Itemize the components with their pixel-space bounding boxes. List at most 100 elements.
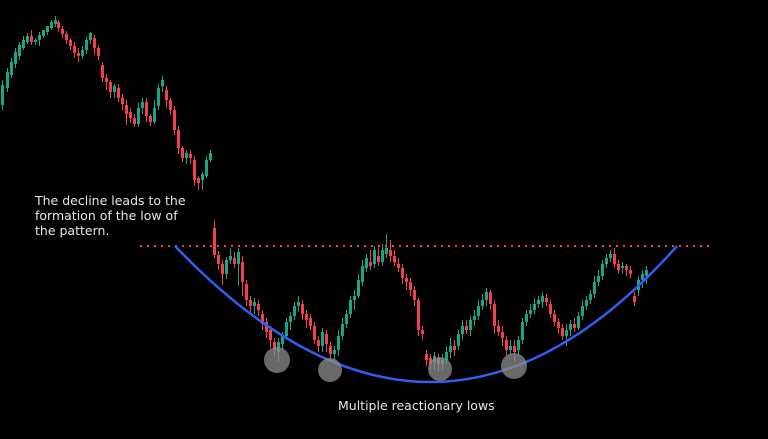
bullish-candle (449, 346, 452, 352)
bearish-candle (301, 304, 304, 314)
bearish-candle (117, 88, 120, 98)
bullish-candle (609, 254, 612, 258)
bearish-candle (125, 105, 128, 114)
candles-layer (1, 16, 648, 372)
bullish-candle (209, 153, 212, 160)
reactionary-low-markers (264, 347, 527, 382)
bullish-candle (26, 36, 29, 42)
bearish-candle (329, 346, 332, 354)
bullish-candle (201, 174, 204, 180)
bearish-candle (97, 48, 100, 56)
bearish-candle (317, 340, 320, 346)
bullish-candle (353, 296, 356, 300)
bullish-candle (517, 340, 520, 350)
bearish-candle (421, 330, 424, 334)
bullish-candle (46, 26, 49, 32)
bearish-candle (549, 304, 552, 314)
bearish-candle (169, 100, 172, 110)
bullish-candle (253, 302, 256, 306)
bullish-candle (569, 324, 572, 330)
bearish-candle (165, 90, 168, 100)
bullish-candle (237, 252, 240, 264)
bullish-candle (537, 300, 540, 304)
bearish-candle (489, 292, 492, 304)
bullish-candle (385, 248, 388, 254)
bullish-candle (225, 260, 228, 274)
bullish-candle (477, 306, 480, 316)
bearish-candle (129, 112, 132, 118)
bearish-candle (405, 278, 408, 282)
bearish-candle (313, 326, 316, 340)
bearish-candle (377, 256, 380, 262)
bullish-candle (541, 296, 544, 302)
bullish-candle (34, 40, 37, 42)
bearish-candle (193, 160, 196, 180)
bearish-candle (425, 354, 428, 360)
bullish-candle (10, 62, 13, 75)
bearish-candle (573, 324, 576, 328)
bearish-candle (369, 262, 372, 266)
bullish-candle (18, 45, 21, 56)
bullish-candle (337, 336, 340, 350)
bearish-candle (273, 342, 276, 350)
bearish-candle (65, 34, 68, 40)
bearish-candle (197, 178, 200, 183)
bearish-candle (257, 304, 260, 310)
bearish-candle (101, 65, 104, 78)
bearish-candle (629, 270, 632, 274)
bearish-candle (93, 38, 96, 48)
bearish-candle (57, 22, 60, 28)
bearish-candle (145, 102, 148, 116)
bearish-candle (413, 290, 416, 300)
bullish-candle (157, 88, 160, 106)
bearish-candle (73, 46, 76, 53)
bearish-candle (181, 148, 184, 158)
bullish-candle (533, 304, 536, 310)
bearish-candle (105, 78, 108, 82)
bearish-candle (221, 264, 224, 274)
bearish-candle (61, 29, 64, 34)
bearish-candle (393, 256, 396, 262)
bearish-candle (149, 116, 152, 122)
bearish-candle (269, 330, 272, 340)
bullish-candle (333, 350, 336, 354)
bearish-candle (429, 358, 432, 364)
bullish-candle (22, 40, 25, 48)
bullish-candle (641, 274, 644, 280)
bullish-candle (153, 108, 156, 122)
bullish-candle (113, 86, 116, 92)
bearish-candle (453, 346, 456, 350)
reactionary-lows-annotation: Multiple reactionary lows (338, 398, 495, 413)
bullish-candle (473, 316, 476, 320)
bullish-candle (285, 322, 288, 336)
bullish-candle (81, 50, 84, 56)
bullish-candle (457, 334, 460, 346)
bullish-candle (529, 310, 532, 314)
bearish-candle (133, 118, 136, 124)
bullish-candle (1, 85, 4, 105)
bullish-candle (373, 250, 376, 264)
bullish-candle (461, 326, 464, 334)
bullish-candle (581, 306, 584, 316)
bearish-candle (233, 258, 236, 264)
bullish-candle (597, 276, 600, 282)
bearish-candle (465, 326, 468, 330)
bearish-candle (497, 326, 500, 332)
bearish-candle (613, 254, 616, 264)
bullish-candle (469, 320, 472, 330)
bullish-candle (229, 256, 232, 260)
bearish-candle (545, 298, 548, 302)
bearish-candle (217, 255, 220, 264)
bullish-candle (293, 306, 296, 316)
bullish-candle (593, 282, 596, 294)
bearish-candle (261, 314, 264, 324)
bearish-candle (557, 322, 560, 328)
bullish-candle (297, 302, 300, 306)
bearish-candle (553, 314, 556, 322)
bullish-candle (345, 314, 348, 324)
bearish-candle (189, 154, 192, 158)
reactionary-low-marker (318, 358, 342, 382)
bullish-candle (357, 280, 360, 296)
bearish-candle (30, 36, 33, 42)
bullish-candle (38, 35, 41, 40)
